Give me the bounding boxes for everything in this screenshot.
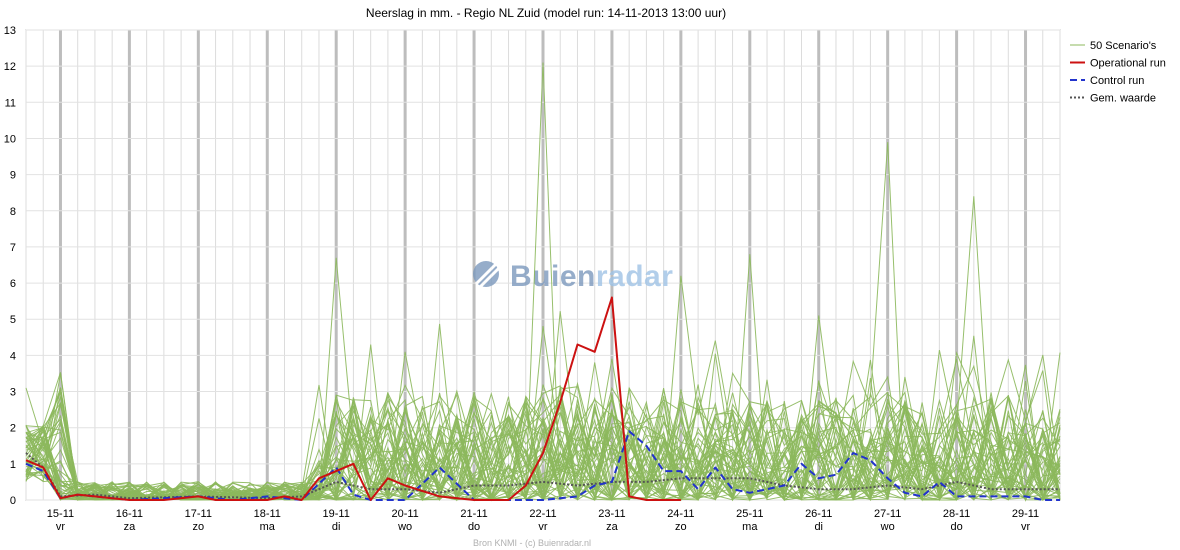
- x-tick-date: 15-11: [47, 508, 74, 520]
- x-tick-date: 23-11: [598, 508, 625, 520]
- y-tick-label: 4: [10, 350, 16, 362]
- x-tick-date: 26-11: [805, 508, 832, 520]
- y-tick-label: 11: [5, 97, 16, 109]
- y-tick-label: 2: [10, 423, 16, 435]
- series-layer: [25, 62, 1061, 502]
- grid-lines: [25, 29, 1061, 501]
- x-tick-day: vr: [56, 521, 66, 533]
- y-tick-label: 10: [4, 133, 16, 145]
- buienradar-watermark: Buienradar: [473, 260, 673, 293]
- legend-label: Operational run: [1090, 58, 1166, 70]
- legend-label: 50 Scenario's: [1090, 40, 1157, 52]
- x-tick-day: di: [814, 521, 823, 533]
- y-tick-label: 12: [4, 61, 16, 73]
- scenario-line: [25, 394, 1061, 501]
- x-tick-date: 17-11: [185, 508, 212, 520]
- series-line-dotted: [25, 452, 1060, 500]
- x-tick-date: 25-11: [736, 508, 763, 520]
- x-tick-date: 19-11: [323, 508, 350, 520]
- watermark-text: Buienradar: [510, 260, 673, 293]
- y-tick-label: 6: [10, 278, 16, 290]
- x-tick-day: do: [468, 521, 480, 533]
- x-tick-day: ma: [742, 521, 758, 533]
- scenario-line: [25, 384, 1061, 501]
- watermark-text-part: Buien: [510, 260, 596, 293]
- y-tick-label: 1: [10, 459, 16, 471]
- legend-label: Gem. waarde: [1090, 93, 1156, 105]
- legend-label: Control run: [1090, 75, 1144, 87]
- x-tick-date: 21-11: [460, 508, 487, 520]
- watermark-logo-stripes: [474, 262, 501, 289]
- x-tick-day: di: [332, 521, 341, 533]
- x-tick-day: zo: [675, 521, 687, 533]
- x-tick-day: wo: [880, 521, 895, 533]
- x-tick-day: vr: [538, 521, 548, 533]
- x-tick-date: 18-11: [254, 508, 281, 520]
- x-tick-day: do: [950, 521, 962, 533]
- x-tick-day: za: [124, 521, 137, 533]
- y-tick-label: 7: [10, 242, 16, 254]
- axis-labels: 01234567891011121315-11vr16-11za17-11zo1…: [4, 25, 1039, 533]
- x-tick-day: za: [606, 521, 619, 533]
- chart-title: Neerslag in mm. - Regio NL Zuid (model r…: [366, 6, 726, 20]
- x-tick-date: 28-11: [943, 508, 970, 520]
- scenario-line: [25, 325, 1061, 502]
- y-tick-label: 13: [4, 25, 16, 37]
- x-tick-date: 22-11: [529, 508, 556, 520]
- source-credit: Bron KNMI - (c) Buienradar.nl: [473, 538, 591, 548]
- x-tick-day: ma: [260, 521, 276, 533]
- x-tick-day: vr: [1021, 521, 1031, 533]
- x-tick-date: 27-11: [874, 508, 901, 520]
- chart-legend: 50 Scenario's Operational run Control run G…: [1070, 40, 1166, 105]
- series-line-solid: [25, 296, 681, 501]
- scenario-line: [25, 376, 1061, 502]
- x-tick-date: 24-11: [667, 508, 694, 520]
- x-tick-day: wo: [397, 521, 412, 533]
- y-tick-label: 0: [10, 495, 16, 507]
- y-tick-label: 8: [10, 206, 16, 218]
- x-tick-date: 29-11: [1012, 508, 1039, 520]
- y-tick-label: 5: [10, 314, 16, 326]
- watermark-text-part: radar: [596, 260, 674, 293]
- x-tick-day: zo: [193, 521, 205, 533]
- x-tick-date: 20-11: [391, 508, 418, 520]
- y-tick-label: 9: [10, 170, 16, 182]
- x-tick-date: 16-11: [116, 508, 143, 520]
- y-tick-label: 3: [10, 387, 16, 399]
